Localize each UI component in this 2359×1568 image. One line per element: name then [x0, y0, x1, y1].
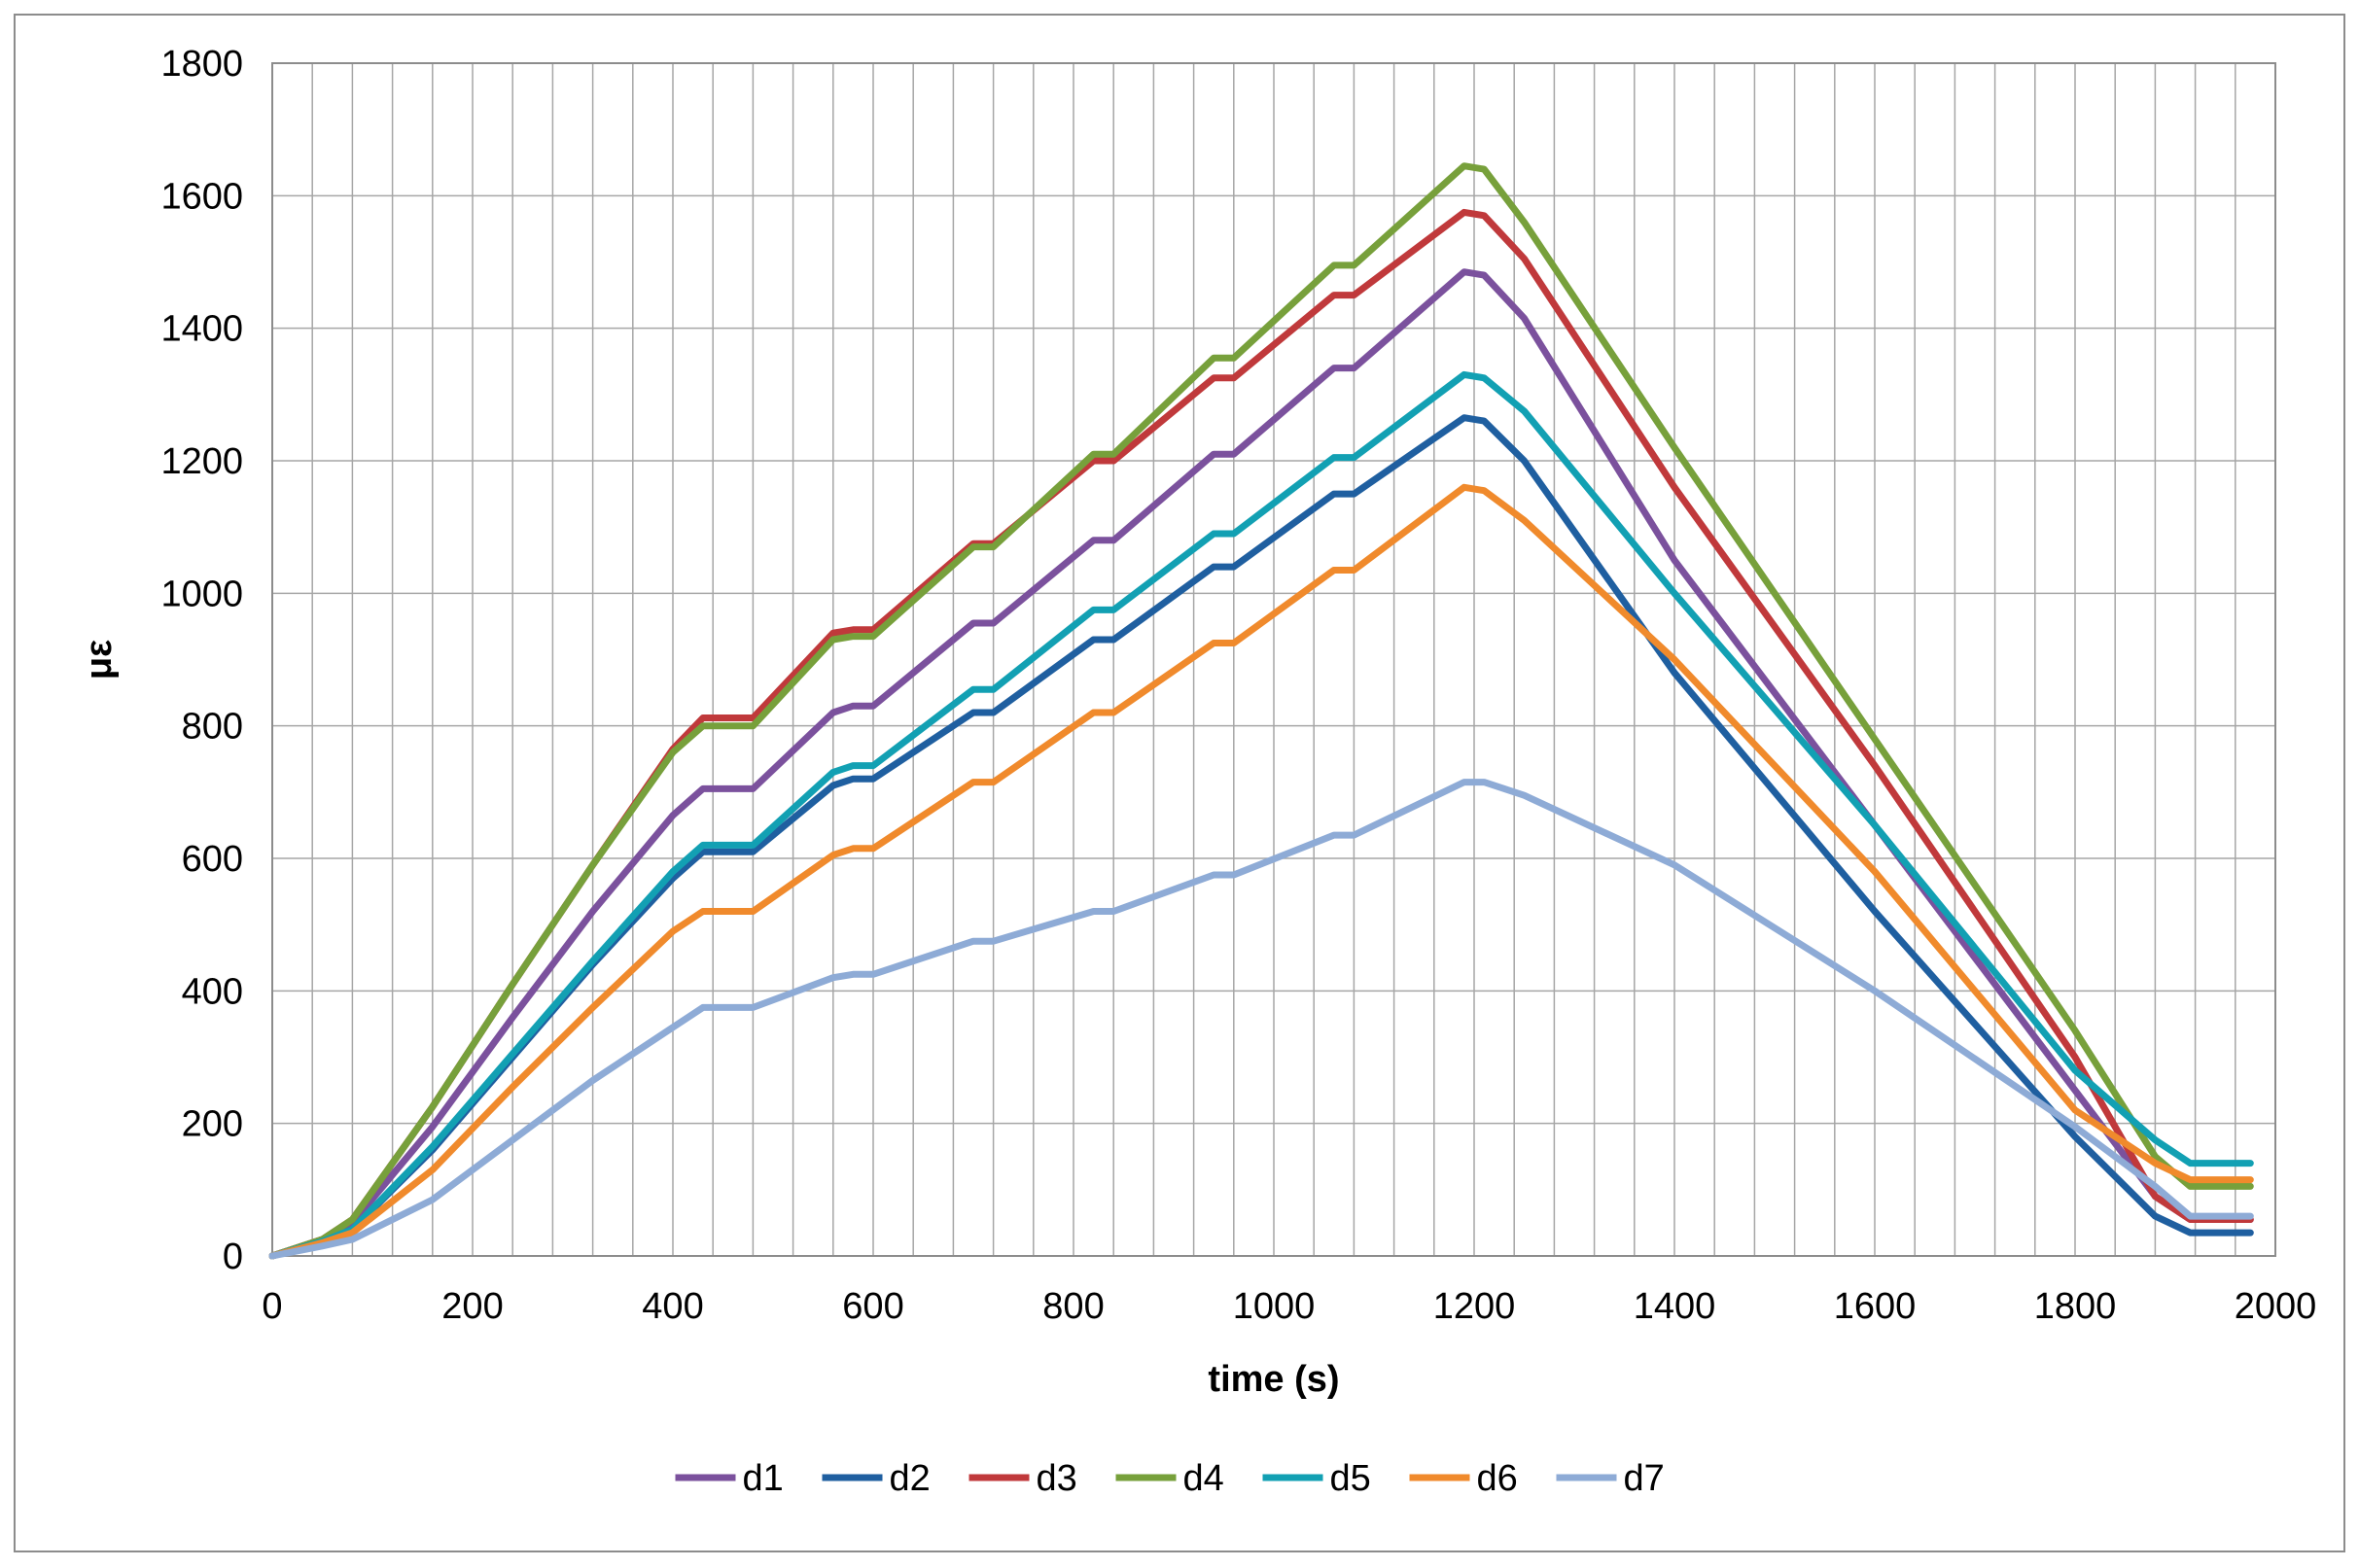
legend-label: d7 [1624, 1458, 1665, 1499]
x-tick-label: 1400 [1634, 1286, 1716, 1327]
x-tick-label: 1000 [1233, 1286, 1316, 1327]
x-tick-label: 1800 [2034, 1286, 2117, 1327]
y-tick-label: 1200 [160, 441, 243, 482]
y-tick-label: 600 [182, 839, 243, 880]
x-tick-label: 600 [842, 1286, 903, 1327]
x-tick-label: 200 [441, 1286, 503, 1327]
x-tick-label: 2000 [2235, 1286, 2317, 1327]
y-tick-label: 1000 [160, 574, 243, 614]
legend-label: d2 [890, 1458, 931, 1499]
series-line-d2 [268, 414, 2254, 1260]
legend-label: d4 [1183, 1458, 1224, 1499]
x-tick-label: 800 [1042, 1286, 1104, 1327]
grid-lines [271, 62, 2276, 1257]
legend-item-d6: d6 [1409, 1458, 1518, 1499]
series-line-d5 [268, 370, 2254, 1260]
legend-item-d2: d2 [822, 1458, 931, 1499]
x-tick-label: 1600 [1834, 1286, 1917, 1327]
x-axis-title: time (s) [1208, 1359, 1339, 1400]
legend: d1 d2 d3 d4 d5 d6 d7 [675, 1458, 1665, 1499]
y-axis-title: με [79, 640, 120, 679]
legend-item-d4: d4 [1115, 1458, 1224, 1499]
x-axis-tick-labels: 0 200 400 600 800 1000 1200 1400 1600 1800 2000 [262, 1286, 2316, 1327]
y-tick-label: 1800 [160, 44, 243, 85]
series-lines [268, 162, 2254, 1260]
y-tick-label: 400 [182, 971, 243, 1012]
y-tick-label: 800 [182, 707, 243, 748]
chart-frame: 0 200 400 600 800 1000 1200 1400 1600 1800 0 200 40… [14, 14, 2345, 1552]
y-tick-label: 1400 [160, 309, 243, 350]
legend-item-d3: d3 [968, 1458, 1077, 1499]
strain-time-chart: 0 200 400 600 800 1000 1200 1400 1600 1800 0 200 40… [79, 44, 2316, 1499]
legend-item-d5: d5 [1262, 1458, 1371, 1499]
x-tick-label: 400 [642, 1286, 703, 1327]
y-axis-tick-labels: 0 200 400 600 800 1000 1200 1400 1600 1800 [160, 44, 243, 1277]
legend-label: d1 [743, 1458, 784, 1499]
y-tick-label: 200 [182, 1104, 243, 1145]
series-line-d7 [268, 779, 2254, 1260]
legend-label: d5 [1330, 1458, 1371, 1499]
x-tick-label: 1200 [1433, 1286, 1516, 1327]
legend-item-d7: d7 [1556, 1458, 1665, 1499]
series-line-d4 [268, 162, 2254, 1260]
y-tick-label: 1600 [160, 176, 243, 217]
legend-label: d6 [1477, 1458, 1518, 1499]
y-tick-label: 0 [223, 1237, 243, 1277]
plot-area-border [271, 62, 2276, 1257]
legend-label: d3 [1037, 1458, 1077, 1499]
x-tick-label: 0 [262, 1286, 282, 1327]
series-line-d1 [268, 268, 2254, 1260]
legend-item-d1: d1 [675, 1458, 784, 1499]
series-line-d6 [268, 483, 2254, 1260]
